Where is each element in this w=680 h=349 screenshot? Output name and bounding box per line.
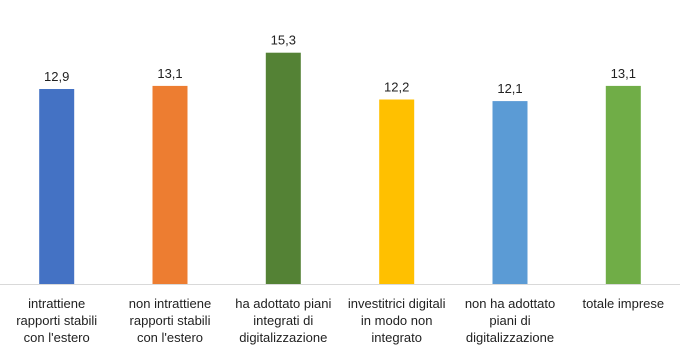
category-label-line: totale imprese xyxy=(582,296,664,311)
category-label-1: intrattiene rapporti stabili con l'estero xyxy=(16,296,97,345)
category-label-line: integrato xyxy=(371,330,422,345)
value-label-3: 15,3 xyxy=(271,33,296,48)
category-label-line: non intrattiene xyxy=(129,296,211,311)
bar-6 xyxy=(605,85,641,285)
category-label-line: digitalizzazione xyxy=(239,330,327,345)
value-label-5: 12,1 xyxy=(497,81,522,96)
category-label-line: con l'estero xyxy=(24,330,90,345)
category-label-4: investitrici digitali in modo non integrat… xyxy=(348,296,446,345)
category-label-line: non ha adottato xyxy=(465,296,555,311)
bar-5 xyxy=(492,101,528,284)
category-label-line: digitalizzazione xyxy=(466,330,554,345)
category-labels-group: intrattiene rapporti stabili con l'esteron… xyxy=(16,296,664,345)
value-label-1: 12,9 xyxy=(44,69,69,84)
category-label-line: rapporti stabili xyxy=(130,313,211,328)
category-label-line: rapporti stabili xyxy=(16,313,97,328)
bar-2 xyxy=(152,85,188,285)
category-label-line: investitrici digitali xyxy=(348,296,446,311)
value-label-6: 13,1 xyxy=(611,66,636,81)
bars-group xyxy=(39,52,641,285)
category-label-line: intrattiene xyxy=(28,296,85,311)
category-label-line: piani di xyxy=(489,313,530,328)
value-labels-group: 12,9 13,1 15,3 12,2 12,1 13,1 xyxy=(44,33,636,96)
category-label-line: in modo non xyxy=(361,313,433,328)
bar-4 xyxy=(379,99,415,284)
value-label-4: 12,2 xyxy=(384,80,409,95)
category-label-2: non intrattiene rapporti stabili con l'est… xyxy=(129,296,211,345)
bar-1 xyxy=(39,89,75,284)
category-label-line: ha adottato piani xyxy=(235,296,331,311)
category-label-line: integrati di xyxy=(253,313,313,328)
category-label-6: totale imprese xyxy=(582,296,664,311)
bar-3 xyxy=(265,52,301,285)
category-label-3: ha adottato piani integrati di digitalizza… xyxy=(235,296,331,345)
category-label-5: non ha adottato piani di digitalizzazione xyxy=(465,296,555,345)
category-label-line: con l'estero xyxy=(137,330,203,345)
value-label-2: 13,1 xyxy=(157,66,182,81)
